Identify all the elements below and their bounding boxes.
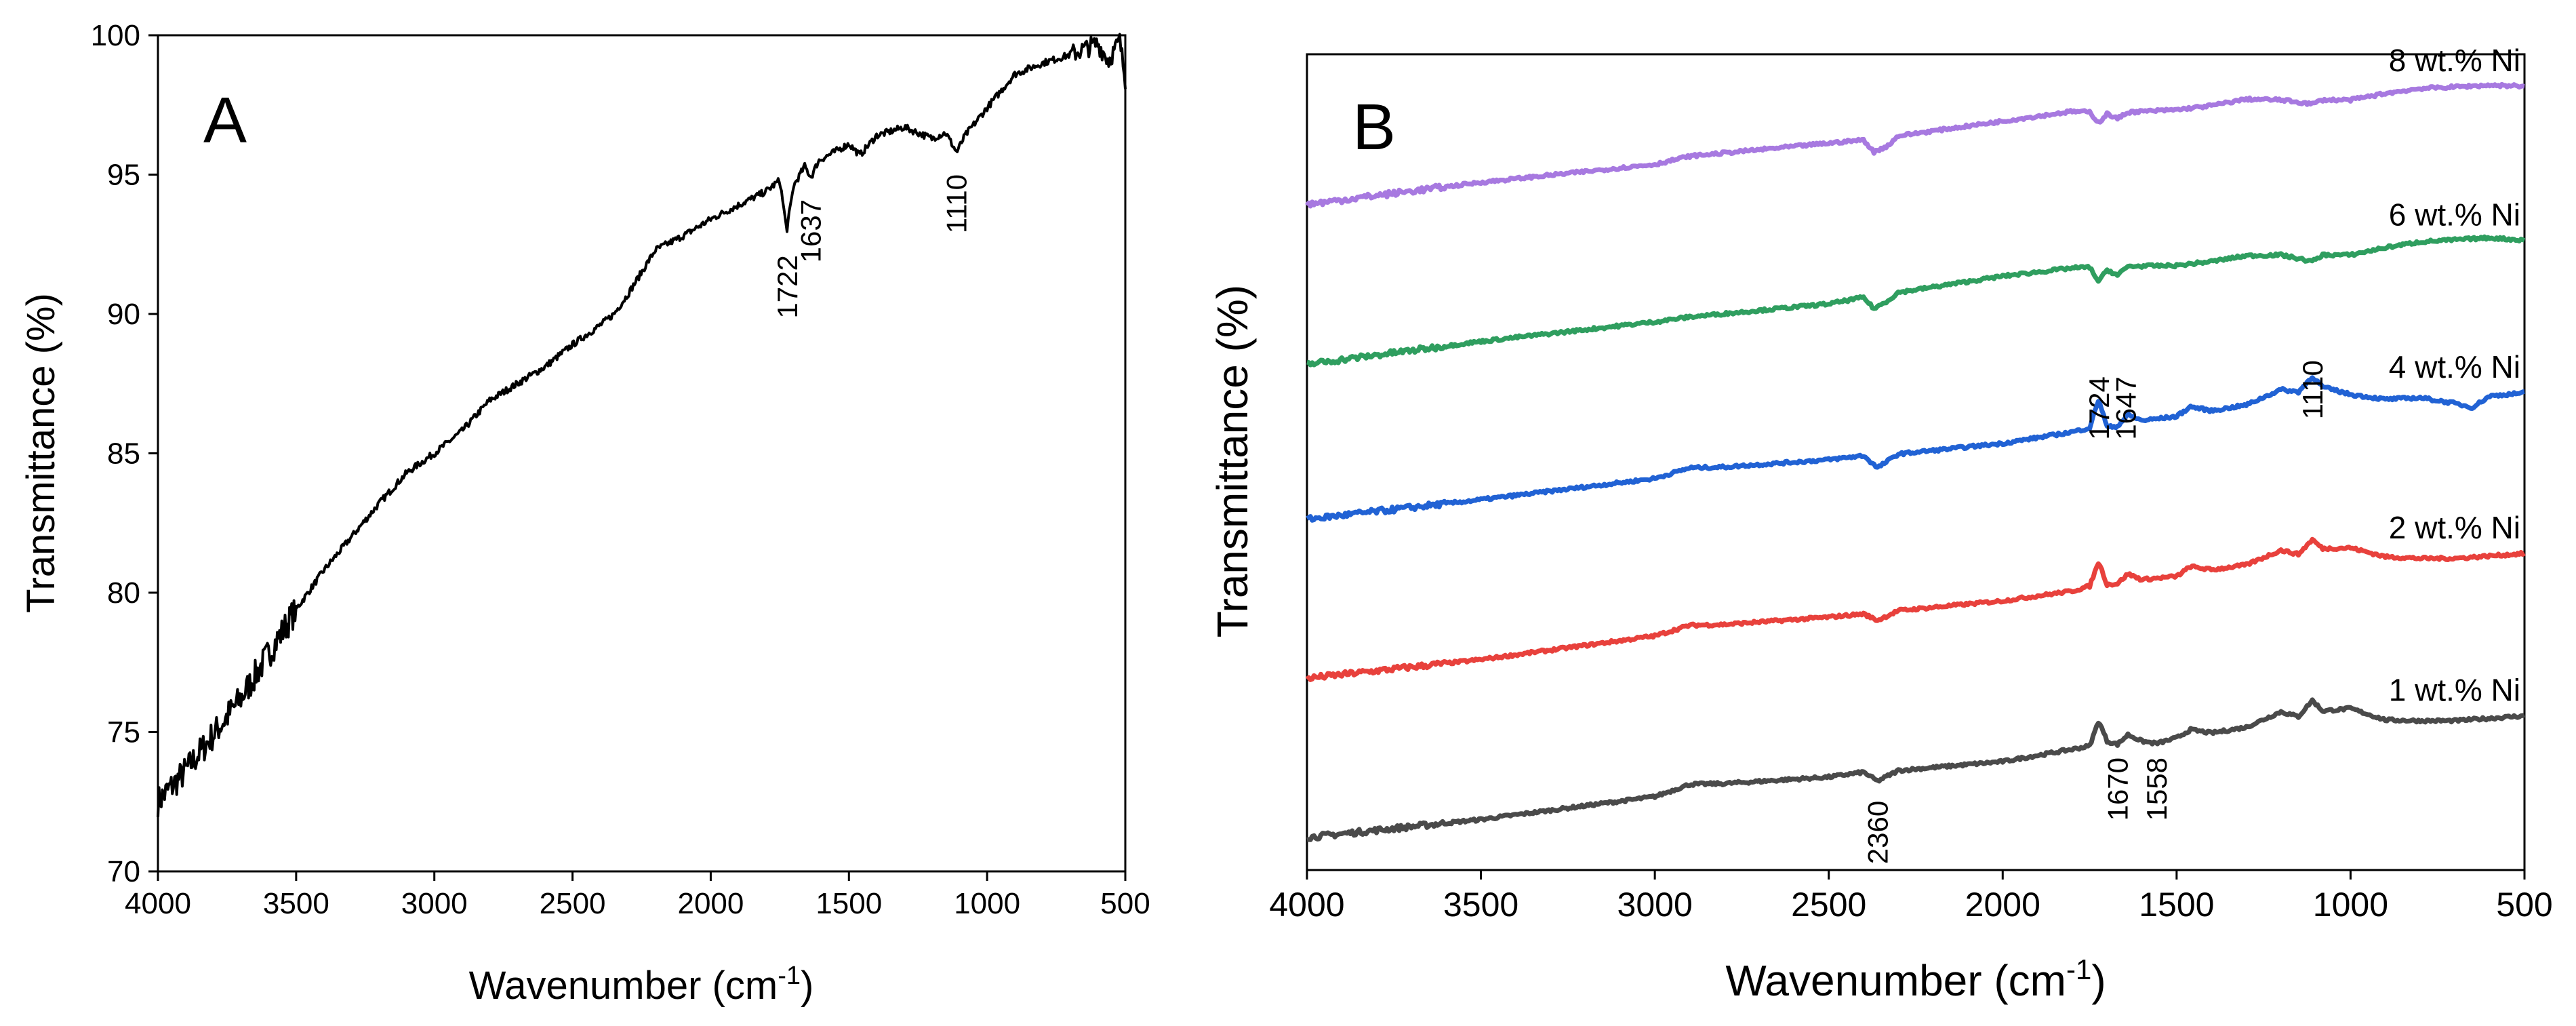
panel-b-x-tick-label: 3000 xyxy=(1617,886,1693,924)
panel-a-y-tick-label: 80 xyxy=(107,576,140,610)
panel-b-x-tick-label: 1000 xyxy=(2313,886,2388,924)
panel-a-y-tick-label: 75 xyxy=(107,716,140,749)
panel-a-x-axis-title: Wavenumber (cm-1) xyxy=(469,962,814,1008)
panel-b-x-tick-label: 2000 xyxy=(1965,886,2040,924)
panel-b-letter: B xyxy=(1352,91,1396,163)
panel-a-peak-label: 1110 xyxy=(940,174,972,233)
panel-a-y-tick-label: 95 xyxy=(107,159,140,192)
panel-b-peak-label: 1110 xyxy=(2297,360,2329,419)
panel-b-x-tick-label: 4000 xyxy=(1269,886,1344,924)
panel-a-y-tick-label: 100 xyxy=(91,19,140,52)
panel-a-x-tick-label: 1000 xyxy=(954,887,1020,920)
panel-a-x-tick-label: 1500 xyxy=(816,887,882,920)
panel-a-plot-frame xyxy=(157,34,1127,873)
panel-a-y-tick-label: 70 xyxy=(107,855,140,888)
panel-a-peak-label: 1637 xyxy=(794,199,826,262)
panel-a-x-tick-label: 500 xyxy=(1100,887,1150,920)
panel-b: 4000 3500 3000 2500 2000 1500 1000 500 2360 1670… xyxy=(1208,43,2553,1005)
panel-b-peak-label: 1724 xyxy=(2083,376,2115,439)
panel-b-series-label: 1 wt.% Ni xyxy=(2389,673,2520,708)
panel-b-series-label: 4 wt.% Ni xyxy=(2389,349,2520,384)
panel-a-y-tick-label: 85 xyxy=(107,437,140,471)
panel-a-y-axis-title: Transmittance (%) xyxy=(19,293,63,613)
panel-b-series-line xyxy=(1305,81,2525,209)
panel-b-x-tick-label: 2500 xyxy=(1791,886,1866,924)
panel-b-series-line xyxy=(1306,375,2525,523)
panel-b-peak-label: 1558 xyxy=(2141,757,2173,821)
panel-b-x-tick-label: 1500 xyxy=(2139,886,2214,924)
panel-b-series-labels: 1 wt.% Ni 2 wt.% Ni 4 wt.% Ni 6 wt.% Ni 8 wt… xyxy=(2389,43,2520,708)
panel-b-series-label: 2 wt.% Ni xyxy=(2389,510,2520,545)
panel-b-plot-frame xyxy=(1306,53,2526,871)
panel-b-peak-label: 2360 xyxy=(1862,801,1894,864)
panel-b-peak-label: 1647 xyxy=(2110,376,2141,439)
panel-a-ticks: 4000 3500 3000 2500 2000 1500 1000 500 70 75 80 85 9… xyxy=(91,19,1150,920)
panel-a-x-tick-label: 2000 xyxy=(677,887,744,920)
panel-b-peak-label: 1670 xyxy=(2102,757,2134,821)
panel-b-x-tick-label: 3500 xyxy=(1443,886,1518,924)
panel-b-series xyxy=(1305,81,2526,842)
panel-a-series-line xyxy=(157,33,1127,817)
panel-a-y-tick-label: 90 xyxy=(107,298,140,331)
panel-a-series xyxy=(157,33,1127,817)
panel-b-series-line xyxy=(1306,234,2526,368)
panel-b-y-axis-title: Transmittance (%) xyxy=(1208,285,1257,637)
panel-b-x-axis-title: Wavenumber (cm-1) xyxy=(1725,953,2106,1005)
panel-a-x-tick-label: 3500 xyxy=(263,887,329,920)
panel-a-peak-label: 1722 xyxy=(771,255,803,318)
panel-a-letter: A xyxy=(203,84,247,157)
panel-b-series-label: 8 wt.% Ni xyxy=(2389,43,2520,78)
panel-a: 4000 3500 3000 2500 2000 1500 1000 500 70 75 80 85 9… xyxy=(19,19,1150,1008)
panel-b-series-line xyxy=(1306,697,2526,842)
panel-b-ticks: 4000 3500 3000 2500 2000 1500 1000 500 xyxy=(1269,870,2553,924)
panel-a-x-tick-label: 4000 xyxy=(125,887,191,920)
panel-b-series-label: 6 wt.% Ni xyxy=(2389,197,2520,232)
panel-a-x-tick-label: 2500 xyxy=(540,887,606,920)
panel-b-x-tick-label: 500 xyxy=(2496,886,2552,924)
panel-a-x-tick-label: 3000 xyxy=(401,887,468,920)
panel-b-series-line xyxy=(1305,536,2526,682)
